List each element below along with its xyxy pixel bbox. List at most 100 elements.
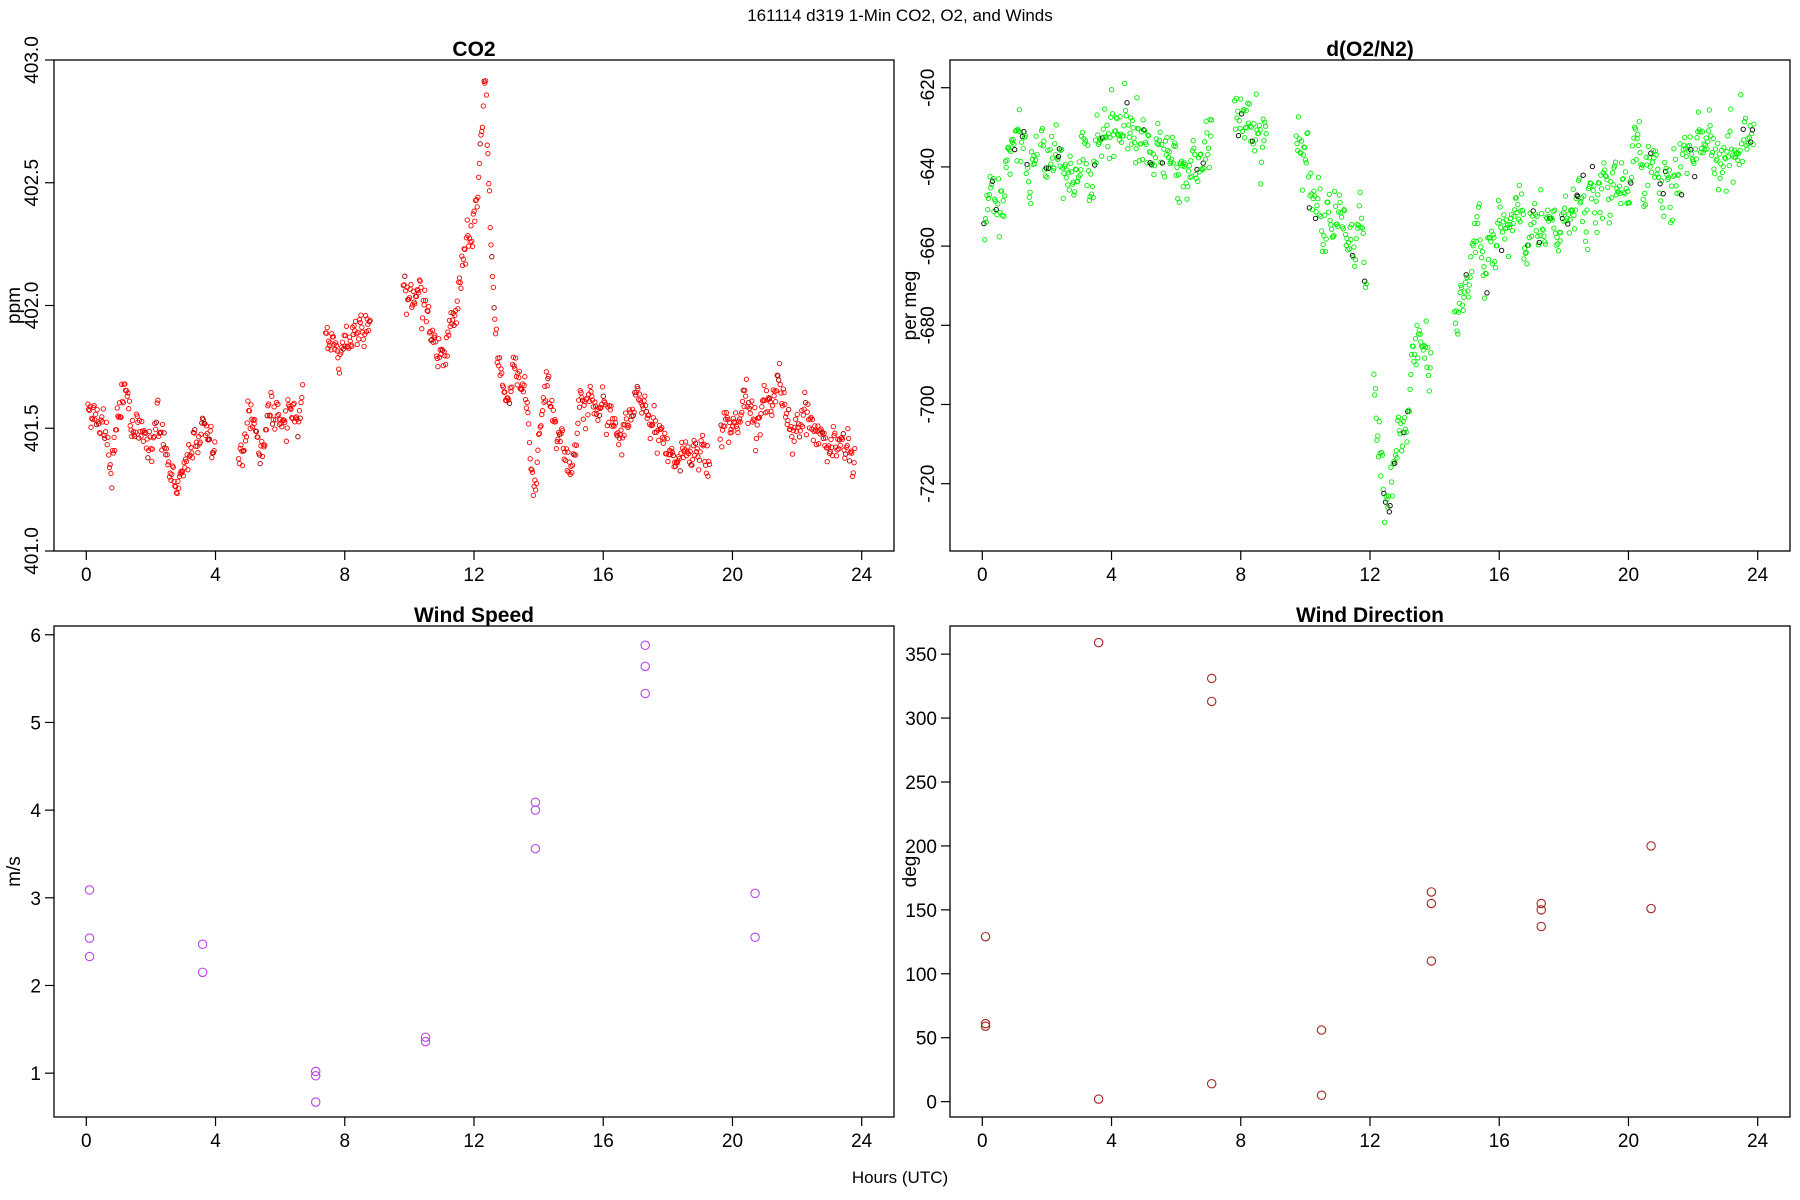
- data-point: [476, 174, 482, 180]
- x-tick-label: 0: [81, 565, 92, 586]
- data-point: [1549, 217, 1556, 223]
- data-point: [1190, 138, 1196, 144]
- data-point: [1628, 180, 1634, 186]
- data-point: [1569, 207, 1576, 214]
- data-point: [336, 370, 343, 376]
- data-point: [282, 408, 289, 414]
- data-point: [524, 399, 530, 406]
- data-point: [1128, 115, 1134, 121]
- data-point: [189, 455, 196, 461]
- data-point: [449, 317, 456, 323]
- data-point: [661, 436, 667, 442]
- data-point: [719, 427, 726, 433]
- data-point: [1360, 230, 1366, 236]
- data-point: [436, 354, 443, 360]
- x-tick-label: 16: [593, 565, 614, 586]
- data-point: [145, 455, 151, 461]
- data-point: [492, 316, 498, 322]
- data-point: [1536, 898, 1546, 909]
- data-point: [1605, 196, 1612, 202]
- data-point: [591, 411, 597, 417]
- data-point: [1552, 207, 1558, 213]
- data-point: [1251, 120, 1257, 127]
- data-point: [1058, 146, 1065, 153]
- data-point: [1739, 158, 1746, 165]
- data-point: [1503, 217, 1509, 223]
- data-point: [1158, 141, 1165, 148]
- x-tick-label: 24: [851, 565, 873, 586]
- data-point: [188, 444, 194, 451]
- data-point: [109, 485, 115, 491]
- data-point: [1125, 122, 1132, 128]
- data-point: [790, 427, 796, 434]
- data-point: [1300, 152, 1306, 158]
- data-point: [626, 407, 633, 413]
- data-point: [689, 462, 695, 468]
- data-point: [1022, 132, 1029, 139]
- data-point: [735, 429, 741, 436]
- data-point: [1087, 194, 1093, 200]
- data-point: [1043, 165, 1049, 171]
- data-point: [154, 400, 160, 406]
- data-point: [457, 279, 463, 286]
- data-point: [207, 428, 213, 434]
- y-axis-label-co2: ppm: [4, 287, 25, 324]
- data-point: [170, 464, 176, 470]
- data-point: [125, 390, 131, 396]
- data-point: [767, 399, 773, 405]
- data-point: [598, 404, 604, 411]
- data-point: [1125, 146, 1131, 152]
- data-point: [105, 434, 111, 440]
- data-point: [641, 398, 647, 404]
- data-point: [1323, 236, 1329, 242]
- data-point: [1237, 125, 1243, 132]
- data-point: [623, 416, 630, 422]
- data-point: [1534, 213, 1540, 219]
- data-point: [189, 450, 195, 456]
- data-point: [548, 403, 554, 410]
- data-point: [419, 315, 426, 321]
- data-point: [462, 261, 469, 267]
- data-point: [460, 256, 466, 262]
- data-point: [197, 439, 203, 445]
- data-point: [1653, 151, 1659, 158]
- data-point: [1322, 212, 1328, 218]
- data-point: [486, 188, 493, 194]
- data-point: [572, 452, 579, 458]
- data-point: [448, 309, 454, 316]
- data-point: [129, 417, 136, 424]
- data-point: [412, 301, 418, 307]
- data-point: [772, 399, 779, 405]
- data-point: [1462, 289, 1468, 295]
- data-point: [1134, 95, 1140, 101]
- data-point: [662, 430, 668, 437]
- y-tick-label: 5: [30, 713, 41, 734]
- panel-co2: CO2 0 4 8 12 16 20 24 401.0 401.5 402.0 402.5 403.0 p…: [4, 36, 895, 586]
- data-point: [1138, 141, 1144, 147]
- data-point: [569, 469, 575, 476]
- data-point: [1388, 479, 1395, 485]
- data-point: [433, 353, 440, 359]
- data-point: [1080, 157, 1086, 163]
- data-point: [1425, 372, 1432, 379]
- data-point: [649, 422, 656, 428]
- data-point: [763, 387, 770, 394]
- data-point: [485, 150, 491, 157]
- data-point: [1120, 133, 1126, 139]
- data-point: [310, 1097, 321, 1107]
- data-point: [432, 339, 439, 345]
- data-point: [186, 442, 192, 448]
- data-point: [1714, 156, 1720, 162]
- data-point: [1700, 150, 1706, 156]
- data-point: [1326, 191, 1332, 198]
- data-point: [629, 406, 636, 412]
- data-point: [576, 404, 583, 410]
- data-point: [1019, 133, 1026, 140]
- data-point: [794, 411, 800, 418]
- y-tick-label: 0: [926, 1093, 937, 1114]
- panel-title-o2: d(O2/N2): [1326, 38, 1414, 61]
- data-point: [1184, 196, 1190, 202]
- data-point: [573, 442, 580, 449]
- data-point: [618, 427, 624, 433]
- data-point: [1238, 111, 1245, 117]
